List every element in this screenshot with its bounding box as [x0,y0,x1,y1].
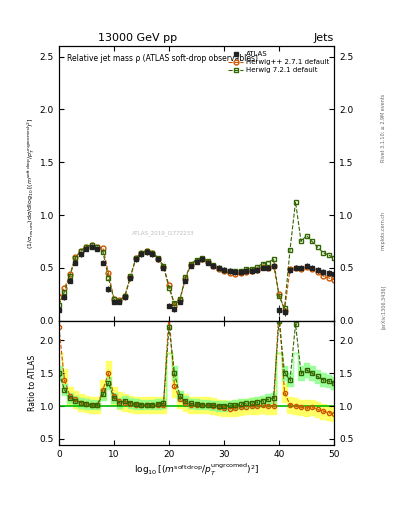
Text: [arXiv:1306.3436]: [arXiv:1306.3436] [381,285,386,329]
Text: Jets: Jets [314,33,334,44]
Text: Relative jet mass ρ (ATLAS soft-drop observables): Relative jet mass ρ (ATLAS soft-drop obs… [67,54,258,63]
X-axis label: $\log_{10}[(m^{\rm soft\,drop}/p_T^{\rm ungroomed})^2]$: $\log_{10}[(m^{\rm soft\,drop}/p_T^{\rm … [134,462,259,478]
Text: ATLAS_2019_I1772233: ATLAS_2019_I1772233 [132,230,195,236]
Text: mcplots.cern.ch: mcplots.cern.ch [381,211,386,250]
Legend: ATLAS, Herwig++ 2.7.1 default, Herwig 7.2.1 default: ATLAS, Herwig++ 2.7.1 default, Herwig 7.… [226,50,331,75]
Text: Rivet 3.1.10; ≥ 2.9M events: Rivet 3.1.10; ≥ 2.9M events [381,94,386,162]
Text: 13000 GeV pp: 13000 GeV pp [98,33,177,44]
Y-axis label: Ratio to ATLAS: Ratio to ATLAS [28,355,37,411]
Y-axis label: $(1/\sigma_{\rm resum})\,{\rm d}\sigma/{\rm d}\log_{10}[(m^{\rm soft\,drop}/p_T^: $(1/\sigma_{\rm resum})\,{\rm d}\sigma/{… [26,118,37,249]
